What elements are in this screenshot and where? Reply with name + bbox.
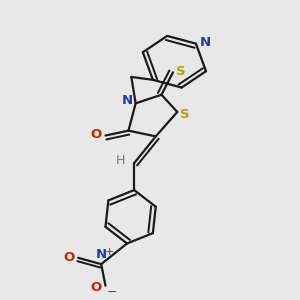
Text: S: S [176,65,186,78]
Text: O: O [64,251,75,264]
Text: +: + [105,247,114,257]
Text: S: S [180,108,190,121]
Text: H: H [116,154,126,167]
Text: O: O [91,128,102,141]
Text: N: N [96,248,107,261]
Text: N: N [122,94,133,107]
Text: N: N [200,36,211,49]
Text: −: − [107,286,117,298]
Text: O: O [91,280,102,294]
